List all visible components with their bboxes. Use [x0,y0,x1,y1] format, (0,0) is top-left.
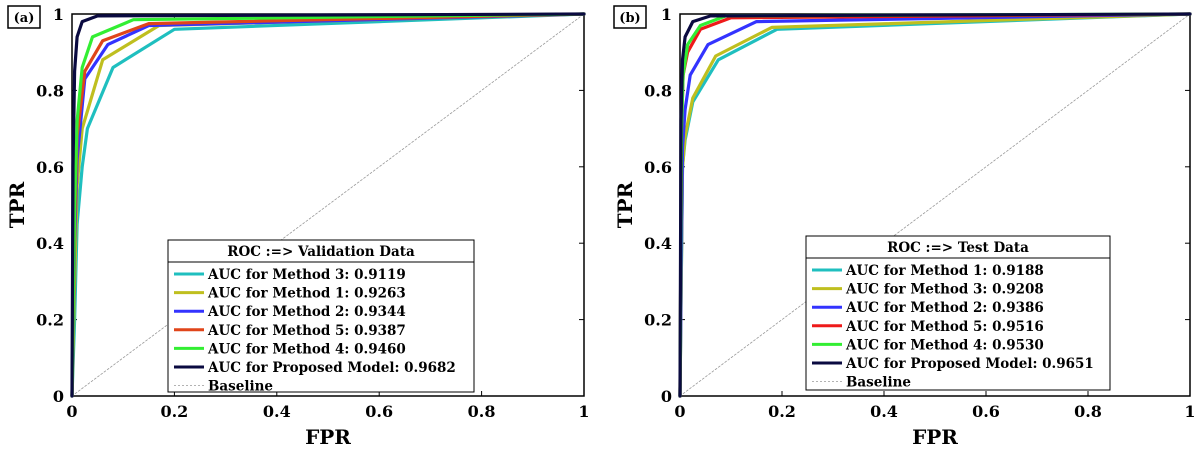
y-tick-label: 0.4 [644,234,672,253]
legend-entry: Baseline [208,379,273,395]
axis-ticks: 0 0.2 0.4 0.6 0.8 1 0 0.2 0.4 0.6 0.8 1 [644,5,1195,421]
roc-curve [70,12,586,398]
y-tick-label: 0.8 [644,81,672,100]
panel-label: (b) [619,11,640,26]
y-axis-label: TPR [5,181,29,228]
roc-curve [678,12,1192,398]
baseline-line [679,13,1191,397]
baseline-line [71,13,585,397]
y-tick-label: 1 [53,5,64,24]
x-tick-label: 0.4 [870,402,898,421]
legend-entry: AUC for Method 5: 0.9516 [845,319,1044,335]
legend-entry: AUC for Method 2: 0.9344 [207,304,406,320]
y-tick-label: 0.8 [36,81,64,100]
x-tick-label: 0 [674,402,685,421]
legend: ROC :=> Test Data AUC for Method 1: 0.918… [805,235,1111,391]
x-tick-label: 0.6 [972,402,1000,421]
legend-box [805,235,1111,391]
legend: ROC :=> Validation Data AUC for Method 3:… [167,239,475,395]
x-axis-label: FPR [912,425,958,449]
legend-title: ROC :=> Test Data [887,240,1029,256]
legend-entry: Baseline [846,375,911,391]
y-tick-label: 0.6 [36,158,64,177]
series-group [678,12,1192,398]
y-tick-label: 0.6 [644,158,672,177]
panel-label-box [7,5,41,29]
legend-entry: AUC for Method 4: 0.9460 [207,341,406,357]
legend-entry: AUC for Proposed Model: 0.9651 [845,356,1094,372]
x-tick-label: 1 [1184,402,1195,421]
y-axis-label: TPR [613,181,637,228]
x-tick-label: 1 [578,402,589,421]
y-tick-label: 0 [53,387,64,406]
y-tick-label: 0.2 [644,311,672,330]
y-tick-label: 0 [661,387,672,406]
y-tick-label: 1 [661,5,672,24]
y-tick-label: 0.4 [36,234,64,253]
roc-panel-test: 0 0.2 0.4 0.6 0.8 1 0 0.2 0.4 0.6 0.8 1 FPR TPR (b) ROC… [613,5,1196,449]
series-group [70,12,586,398]
x-axis-label: FPR [305,425,351,449]
legend-entry: AUC for Proposed Model: 0.9682 [207,360,456,376]
roc-panel-validation: 0 0.2 0.4 0.6 0.8 1 0 0.2 0.4 0.6 0.8 1 FPR TPR (a) ROC… [5,5,590,449]
legend-entry: AUC for Method 2: 0.9386 [845,300,1044,316]
x-tick-label: 0.8 [468,402,496,421]
roc-curve [70,12,586,398]
x-tick-label: 0.4 [263,402,291,421]
legend-title: ROC :=> Validation Data [227,244,415,260]
x-tick-label: 0.6 [365,402,393,421]
legend-entry: AUC for Method 5: 0.9387 [207,323,406,339]
legend-box [167,239,475,393]
x-tick-label: 0.2 [768,402,796,421]
axis-ticks: 0 0.2 0.4 0.6 0.8 1 0 0.2 0.4 0.6 0.8 1 [36,5,589,421]
legend-entry: AUC for Method 1: 0.9188 [845,263,1044,279]
x-tick-label: 0.2 [160,402,188,421]
panel-label-box [613,5,647,29]
x-tick-label: 0 [66,402,77,421]
x-tick-label: 0.8 [1074,402,1102,421]
legend-entry: AUC for Method 3: 0.9208 [845,282,1044,298]
panel-label: (a) [14,11,35,26]
legend-entry: AUC for Method 3: 0.9119 [207,267,406,283]
legend-entry: AUC for Method 1: 0.9263 [207,286,406,302]
y-tick-label: 0.2 [36,311,64,330]
legend-entry: AUC for Method 4: 0.9530 [845,337,1044,353]
